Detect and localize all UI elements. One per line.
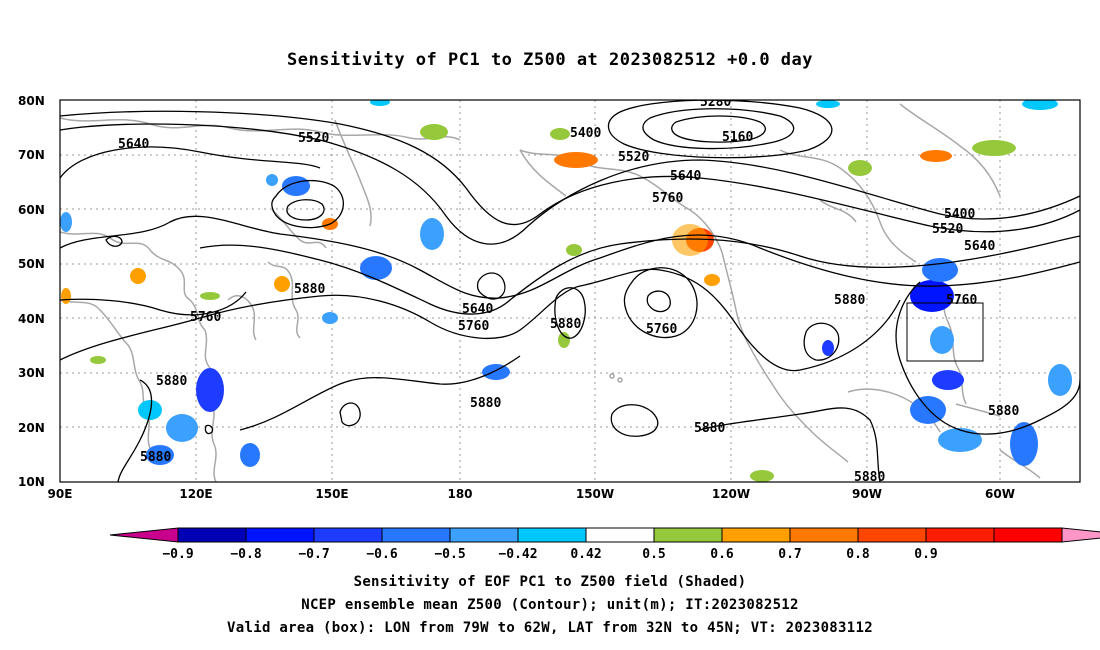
caption-contour: NCEP ensemble mean Z500 (Contour); unit(… — [301, 597, 799, 613]
lat-label: 30N — [18, 366, 45, 380]
colorbar-label: 0.6 — [710, 547, 734, 562]
colorbar-swatch — [517, 527, 587, 543]
colorbar-label: −0.9 — [162, 547, 193, 562]
colorbar-arrow-left — [109, 527, 179, 543]
caption-valid-area: Valid area (box): LON from 79W to 62W, L… — [227, 620, 873, 636]
colorbar-swatch — [857, 527, 927, 543]
contour-label: 5640 — [670, 169, 701, 184]
contour-label: 5760 — [946, 293, 977, 308]
lon-label: 120E — [179, 487, 212, 501]
contour-label: 5880 — [294, 282, 325, 297]
colorbar-label: −0.8 — [230, 547, 261, 562]
caption-shading: Sensitivity of EOF PC1 to Z500 field (Sh… — [353, 574, 747, 590]
colorbar-swatch — [449, 527, 519, 543]
contour-label: 5160 — [722, 130, 753, 145]
lon-label: 180 — [447, 487, 472, 501]
colorbar: −0.9 −0.8 −0.7 −0.6 −0.5 −0.42 0.42 0.5 0.6 0.7 0.… — [109, 527, 1100, 562]
colorbar-swatch — [653, 527, 723, 543]
colorbar-label: 0.5 — [642, 547, 665, 562]
colorbar-label: 0.9 — [914, 547, 937, 562]
lat-label: 40N — [18, 312, 45, 326]
lat-label: 20N — [18, 421, 45, 435]
colorbar-label: 0.42 — [570, 547, 601, 562]
contour-label: 5640 — [462, 302, 493, 317]
contour-label: 5760 — [652, 191, 683, 206]
contour-labels: 5640 5520 5400 5280 5160 5520 5640 5760 … — [118, 95, 1019, 485]
lon-label: 120W — [712, 487, 750, 501]
colorbar-swatch — [789, 527, 859, 543]
colorbar-swatch — [313, 527, 383, 543]
lat-label: 60N — [18, 203, 45, 217]
colorbar-swatch — [925, 527, 995, 543]
contour-label: 5520 — [298, 131, 329, 146]
contour-label: 5880 — [988, 404, 1019, 419]
contour-label: 5880 — [156, 374, 187, 389]
lon-label: 90W — [852, 487, 882, 501]
contour-label: 5280 — [700, 95, 731, 110]
colorbar-label: −0.5 — [434, 547, 465, 562]
colorbar-arrow-right — [1061, 527, 1100, 543]
colorbar-label: −0.42 — [498, 547, 537, 562]
lat-label: 80N — [18, 94, 45, 108]
colorbar-swatch — [177, 527, 247, 543]
colorbar-label: −0.7 — [298, 547, 329, 562]
lon-label: 150W — [576, 487, 614, 501]
contour-label: 5880 — [140, 450, 171, 465]
chart-title: Sensitivity of PC1 to Z500 at 2023082512… — [286, 50, 813, 70]
contour-label: 5520 — [618, 150, 649, 165]
lat-label: 70N — [18, 148, 45, 162]
lon-label: 90E — [48, 487, 73, 501]
contour-label: 5400 — [570, 126, 601, 141]
valid-area-box — [906, 302, 984, 362]
colorbar-label: 0.8 — [846, 547, 870, 562]
lon-label: 60W — [985, 487, 1015, 501]
colorbar-swatch — [245, 527, 315, 543]
contour-label: 5520 — [932, 222, 963, 237]
contour-label: 5640 — [118, 137, 149, 152]
colorbar-swatch — [585, 527, 655, 543]
map-border — [59, 99, 1081, 483]
contour-label: 5760 — [646, 322, 677, 337]
lat-label: 10N — [18, 475, 45, 489]
contour-label: 5760 — [190, 310, 221, 325]
colorbar-label: 0.7 — [778, 547, 801, 562]
contour-label: 5760 — [458, 319, 489, 334]
colorbar-swatch — [721, 527, 791, 543]
contour-label: 5880 — [550, 317, 581, 332]
colorbar-swatch — [993, 527, 1063, 543]
colorbar-label: −0.6 — [366, 547, 397, 562]
latitude-labels: 80N 70N 60N 50N 40N 30N 20N 10N — [18, 94, 45, 489]
lon-label: 150E — [315, 487, 348, 501]
longitude-labels: 90E 120E 150E 180 150W 120W 90W 60W — [48, 487, 1015, 501]
contour-label: 5640 — [964, 239, 995, 254]
contour-label: 5880 — [470, 396, 501, 411]
z500-contours — [60, 100, 1080, 482]
colorbar-swatch — [381, 527, 451, 543]
contour-label: 5880 — [694, 421, 725, 436]
contour-label: 5880 — [834, 293, 865, 308]
contour-label: 5400 — [944, 207, 975, 222]
contour-label: 5880 — [854, 470, 885, 485]
lat-label: 50N — [18, 257, 45, 271]
